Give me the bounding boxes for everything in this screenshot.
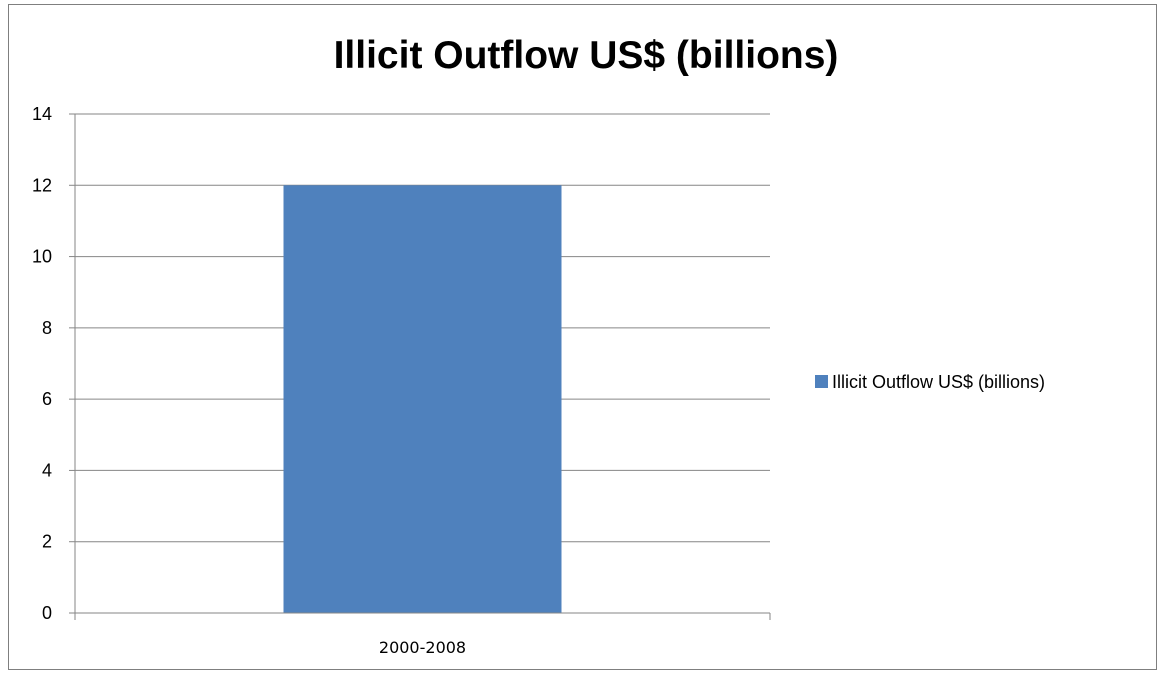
x-tick-label: 2000-2008	[379, 638, 466, 657]
y-tick-label: 4	[42, 460, 52, 480]
chart-frame	[8, 4, 1157, 670]
bars	[283, 185, 562, 614]
chart-title: Illicit Outflow US$ (billions)	[334, 34, 839, 77]
legend: Illicit Outflow US$ (billions)	[815, 372, 1045, 392]
y-tick-label: 12	[32, 175, 52, 195]
y-tick-label: 8	[42, 318, 52, 338]
legend-swatch	[815, 375, 828, 388]
y-tick-label: 10	[32, 247, 52, 267]
legend-label: Illicit Outflow US$ (billions)	[832, 372, 1045, 392]
axes: 0 2 4 6 8 10 12 14 2000-2008	[32, 104, 771, 657]
y-tick-label: 14	[32, 104, 52, 124]
y-tick-label: 0	[42, 603, 52, 623]
y-tick-label: 2	[42, 532, 52, 552]
y-tick-label: 6	[42, 389, 52, 409]
bar	[283, 185, 562, 614]
